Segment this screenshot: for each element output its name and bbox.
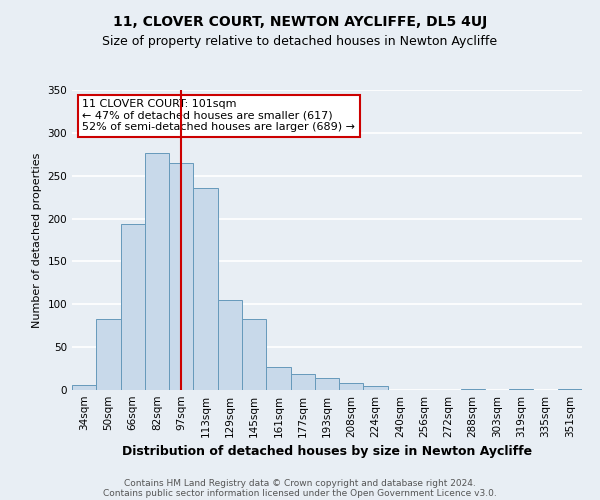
Bar [218,300,242,390]
Bar [96,319,121,390]
Text: Size of property relative to detached houses in Newton Aycliffe: Size of property relative to detached ho… [103,35,497,48]
Y-axis label: Number of detached properties: Number of detached properties [32,152,42,328]
Bar [169,163,193,390]
Bar [558,389,582,390]
Text: Contains public sector information licensed under the Open Government Licence v3: Contains public sector information licen… [103,488,497,498]
Bar [509,389,533,390]
Bar [364,386,388,390]
Bar [290,374,315,390]
Bar [461,389,485,390]
X-axis label: Distribution of detached houses by size in Newton Aycliffe: Distribution of detached houses by size … [122,446,532,458]
Text: 11 CLOVER COURT: 101sqm
← 47% of detached houses are smaller (617)
52% of semi-d: 11 CLOVER COURT: 101sqm ← 47% of detache… [82,99,355,132]
Bar [242,319,266,390]
Bar [266,367,290,390]
Bar [72,385,96,390]
Bar [193,188,218,390]
Text: 11, CLOVER COURT, NEWTON AYCLIFFE, DL5 4UJ: 11, CLOVER COURT, NEWTON AYCLIFFE, DL5 4… [113,15,487,29]
Bar [121,224,145,390]
Bar [339,383,364,390]
Text: Contains HM Land Registry data © Crown copyright and database right 2024.: Contains HM Land Registry data © Crown c… [124,478,476,488]
Bar [145,152,169,390]
Bar [315,378,339,390]
